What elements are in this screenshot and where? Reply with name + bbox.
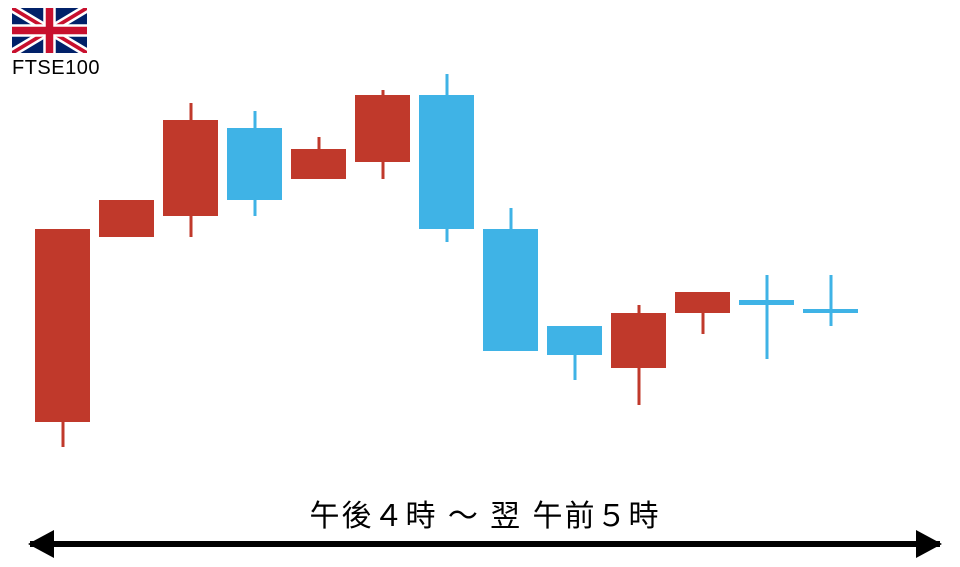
candle-body [355,95,410,162]
candle-body [611,313,666,368]
candle-body [739,300,794,304]
candle [803,0,858,480]
candle [355,0,410,480]
candle [675,0,730,480]
candle [291,0,346,480]
candle-body [163,120,218,217]
candlestick-chart [0,0,960,480]
candle-body [483,229,538,351]
candle [163,0,218,480]
candle-wick [829,275,832,325]
candle [739,0,794,480]
candle-body [547,326,602,355]
candle [611,0,666,480]
candle [419,0,474,480]
candle-body [35,229,90,422]
candle-body [291,149,346,178]
time-axis: 午後４時 ～ 翌 午前５時 [30,491,940,547]
candle [483,0,538,480]
time-range-label: 午後４時 ～ 翌 午前５時 [30,491,940,535]
candle-body [419,95,474,229]
candle [35,0,90,480]
candle-body [803,309,858,313]
candle-wick [765,275,768,359]
time-range-arrow [30,541,940,547]
candle-body [227,128,282,199]
candle [547,0,602,480]
candle [99,0,154,480]
candle-body [99,200,154,238]
candle [227,0,282,480]
candle-body [675,292,730,313]
